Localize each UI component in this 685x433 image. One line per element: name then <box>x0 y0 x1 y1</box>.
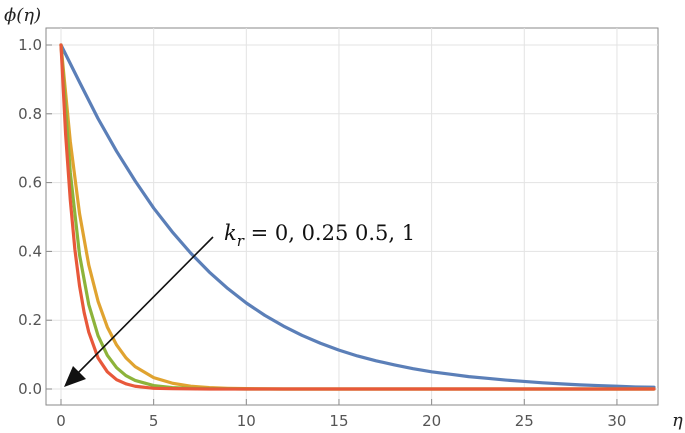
plot-frame <box>45 27 659 406</box>
y-axis-label: ϕ(η) <box>4 5 41 26</box>
x-tick-label: 10 <box>237 412 256 430</box>
y-tick-label: 0.6 <box>18 174 42 192</box>
annotation-arrow-line <box>75 236 214 376</box>
series-line-4 <box>59 43 656 391</box>
series-line-1 <box>59 43 656 389</box>
y-tick-label: 0.8 <box>18 105 42 123</box>
annotation-label: kr = 0, 0.25 0.5, 1 <box>224 221 415 250</box>
annotation-subscript: r <box>237 232 245 250</box>
x-tick-label: 0 <box>56 412 66 430</box>
annotation-italic: k <box>224 221 237 245</box>
x-tick-label: 15 <box>329 412 348 430</box>
y-tick-label: 0.2 <box>18 311 42 329</box>
series-group <box>59 43 656 391</box>
x-tick-label: 20 <box>422 412 441 430</box>
grid <box>46 28 658 405</box>
x-tick-label: 30 <box>607 412 626 430</box>
series-line-2 <box>59 43 656 391</box>
y-tick-label: 1.0 <box>18 36 42 54</box>
series-line-3 <box>59 43 656 391</box>
annotation: kr = 0, 0.25 0.5, 1 <box>64 221 415 387</box>
x-tick-label: 5 <box>149 412 159 430</box>
x-tick-label: 25 <box>515 412 534 430</box>
ticks: 0 5 10 15 20 25 30 0.0 0.2 0.4 0.6 0.8 1.0 <box>18 36 626 430</box>
annotation-rest: = 0, 0.25 0.5, 1 <box>244 221 415 245</box>
y-tick-label: 0.0 <box>18 380 42 398</box>
y-tick-label: 0.4 <box>18 242 42 260</box>
x-axis-label: η <box>672 410 683 431</box>
annotation-arrowhead <box>64 366 86 387</box>
